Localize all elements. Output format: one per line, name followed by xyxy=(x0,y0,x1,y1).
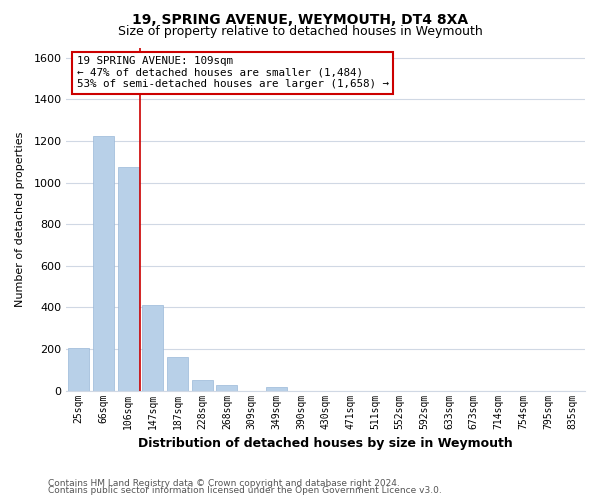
Bar xyxy=(68,348,89,391)
Bar xyxy=(217,386,238,390)
Bar xyxy=(93,136,114,390)
Bar xyxy=(266,387,287,390)
X-axis label: Distribution of detached houses by size in Weymouth: Distribution of detached houses by size … xyxy=(138,437,513,450)
Text: 19, SPRING AVENUE, WEYMOUTH, DT4 8XA: 19, SPRING AVENUE, WEYMOUTH, DT4 8XA xyxy=(132,12,468,26)
Text: Size of property relative to detached houses in Weymouth: Size of property relative to detached ho… xyxy=(118,25,482,38)
Bar xyxy=(118,167,139,390)
Text: Contains public sector information licensed under the Open Government Licence v3: Contains public sector information licen… xyxy=(48,486,442,495)
Bar xyxy=(142,306,163,390)
Bar xyxy=(191,380,212,390)
Y-axis label: Number of detached properties: Number of detached properties xyxy=(15,132,25,307)
Text: Contains HM Land Registry data © Crown copyright and database right 2024.: Contains HM Land Registry data © Crown c… xyxy=(48,478,400,488)
Text: 19 SPRING AVENUE: 109sqm
← 47% of detached houses are smaller (1,484)
53% of sem: 19 SPRING AVENUE: 109sqm ← 47% of detach… xyxy=(77,56,389,90)
Bar xyxy=(167,358,188,390)
